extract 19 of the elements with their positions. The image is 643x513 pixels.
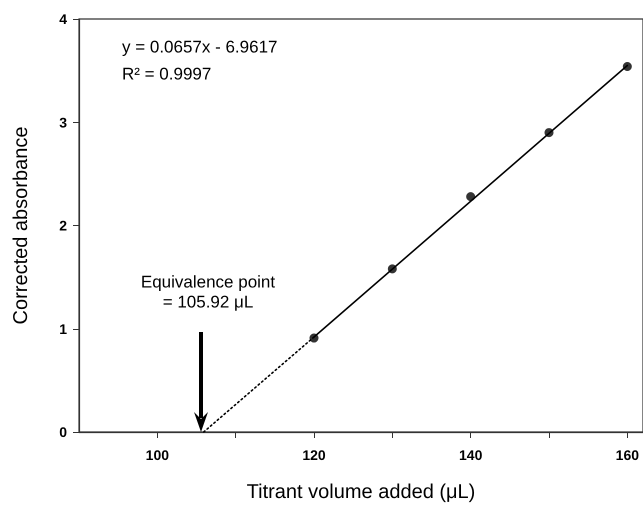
y-tick-label: 2 (59, 218, 68, 234)
annotation: Equivalence point = 105.92 μL (140, 272, 276, 312)
point (622, 62, 632, 71)
point (310, 334, 318, 343)
y-tick-label: 1 (59, 320, 68, 337)
y-axis-title: Corrected absorbance (10, 126, 32, 324)
y-tick-label: 4 (59, 11, 68, 27)
x-tick-label: 120 (302, 447, 326, 463)
annotation: R² = 0.9997 (122, 64, 212, 84)
point (388, 264, 397, 274)
x-tick-label: 100 (146, 447, 170, 463)
point (544, 128, 554, 138)
x-axis-title: Titrant volume added (μL) (246, 481, 476, 503)
annotation: y = 0.0657x - 6.9617 (122, 38, 278, 56)
y-tick-label: 3 (59, 114, 68, 130)
point (466, 192, 476, 202)
y-tick-label: 0 (59, 424, 68, 440)
x-tick-label: 160 (616, 447, 640, 463)
x-tick-label: 140 (458, 447, 483, 463)
